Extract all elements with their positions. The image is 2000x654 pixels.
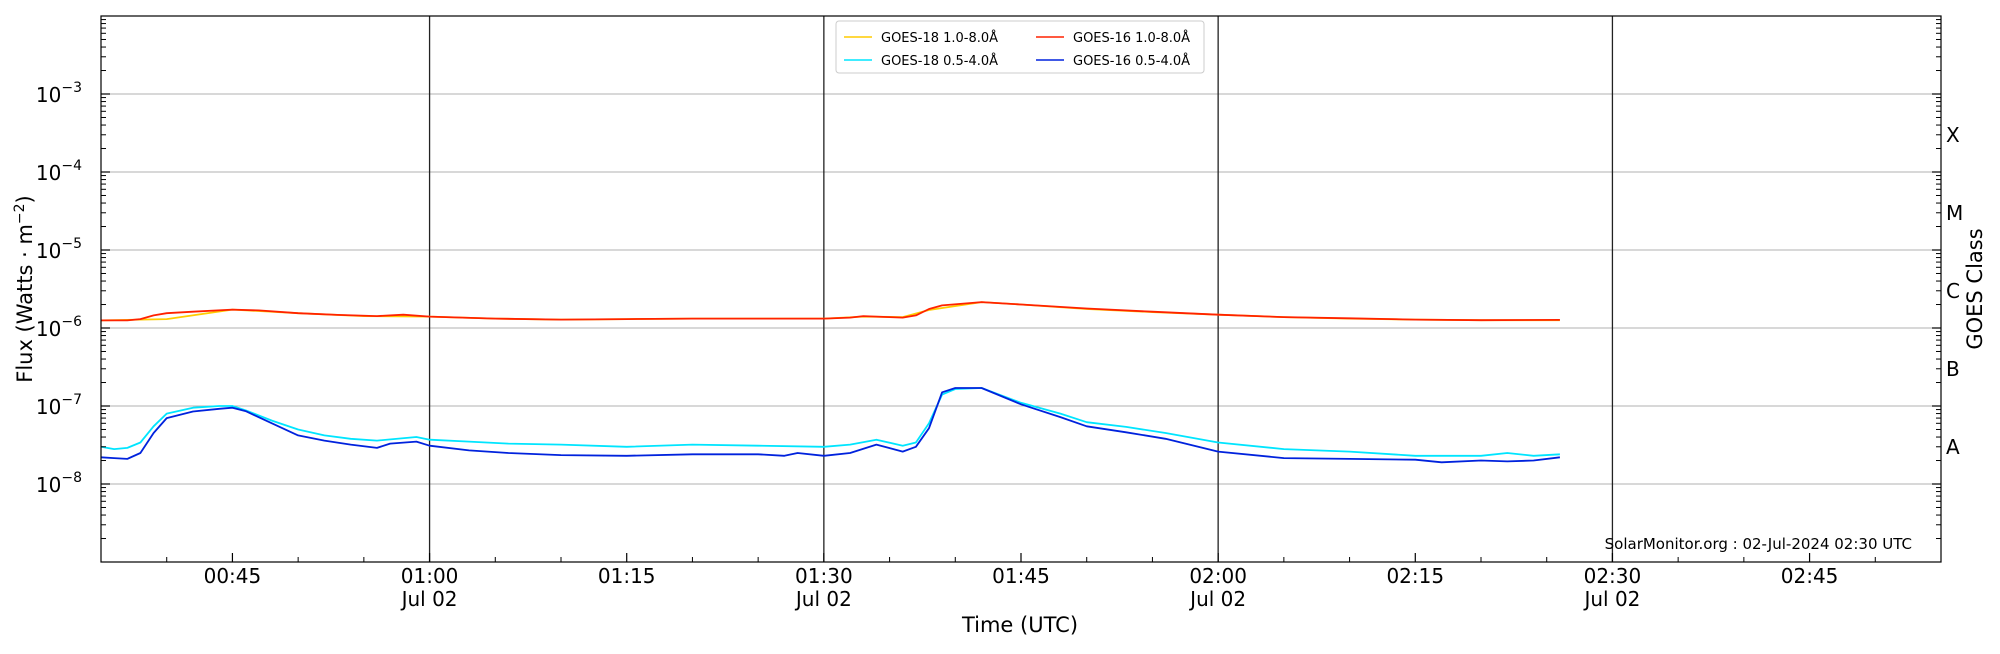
y-axis-title-exp: −2 (12, 203, 28, 224)
y-tick-label: 10−5 (36, 236, 82, 263)
series-line-2 (101, 301, 1560, 322)
y-tick-base: 10 (36, 473, 61, 497)
goes-class-label: B (1946, 357, 1960, 381)
right-axis-title: GOES Class (1963, 228, 1987, 349)
x-tick-date-label: Jul 02 (794, 587, 852, 611)
x-tick-label: 01:45 (992, 564, 1050, 588)
y-axis-title-main: Flux (Watts · m (13, 224, 37, 383)
x-tick-label: 01:00 (401, 564, 459, 588)
y-tick-base: 10 (36, 239, 61, 263)
x-tick-label: 02:30 (1584, 564, 1642, 588)
legend-label: GOES-18 1.0-8.0Å (881, 30, 998, 46)
goes-class-layer: A B C M X (1946, 123, 1963, 459)
y-tick-label: 10−4 (36, 158, 82, 185)
y-tick-exponent: −8 (61, 470, 82, 486)
x-tick-date-label: Jul 02 (1188, 587, 1246, 611)
series-layer (100, 301, 1561, 464)
y-tick-label: 10−6 (36, 314, 82, 341)
x-tick-label: 00:45 (204, 564, 262, 588)
x-tick-label: 01:30 (795, 564, 853, 588)
y-tick-exponent: −5 (61, 236, 82, 252)
legend-label: GOES-18 0.5-4.0Å (881, 53, 998, 69)
vertical-lines-layer (428, 16, 1614, 562)
y-tick-label: 10−8 (36, 470, 82, 497)
x-tick-label: 02:00 (1189, 564, 1247, 588)
y-tick-base: 10 (36, 317, 61, 341)
series-line-3 (100, 387, 1560, 457)
x-tick-label: 02:15 (1386, 564, 1444, 588)
y-tick-label: 10−3 (36, 80, 82, 107)
legend-label: GOES-16 1.0-8.0Å (1073, 30, 1190, 46)
grid-layer (101, 93, 1941, 485)
y-tick-exponent: −6 (61, 314, 82, 330)
source-annotation: SolarMonitor.org : 02-Jul-2024 02:30 UTC (1605, 535, 1912, 553)
x-axis-title: Time (UTC) (961, 613, 1078, 637)
y-tick-exponent: −3 (61, 80, 82, 96)
legend-label: GOES-16 0.5-4.0Å (1073, 53, 1190, 69)
x-tick-label: 01:15 (598, 564, 656, 588)
x-tick-date-label: Jul 02 (400, 587, 458, 611)
y-axis-title-close: ) (13, 195, 37, 203)
y-tick-exponent: −4 (61, 158, 82, 174)
y-tick-base: 10 (36, 83, 61, 107)
y-tick-base: 10 (36, 395, 61, 419)
x-tick-date-label: Jul 02 (1582, 587, 1640, 611)
y-tick-base: 10 (36, 161, 61, 185)
goes-class-label: M (1946, 201, 1963, 225)
plot-frame (100, 15, 1942, 563)
x-tick-label: 02:45 (1781, 564, 1839, 588)
y-tick-label: 10−7 (36, 392, 82, 419)
series-line-4 (100, 387, 1561, 464)
y-ticks-layer: 10−810−710−610−510−410−3 (36, 19, 1941, 540)
goes-class-label: X (1946, 123, 1960, 147)
goes-class-label: C (1946, 279, 1960, 303)
legend-box (835, 20, 1205, 74)
y-tick-exponent: −7 (61, 392, 82, 408)
legend: GOES-18 1.0-8.0Å GOES-16 1.0-8.0Å GOES-18 … (835, 20, 1205, 74)
goes-class-label: A (1946, 435, 1960, 459)
y-axis-title: Flux (Watts · m−2) (12, 195, 37, 383)
